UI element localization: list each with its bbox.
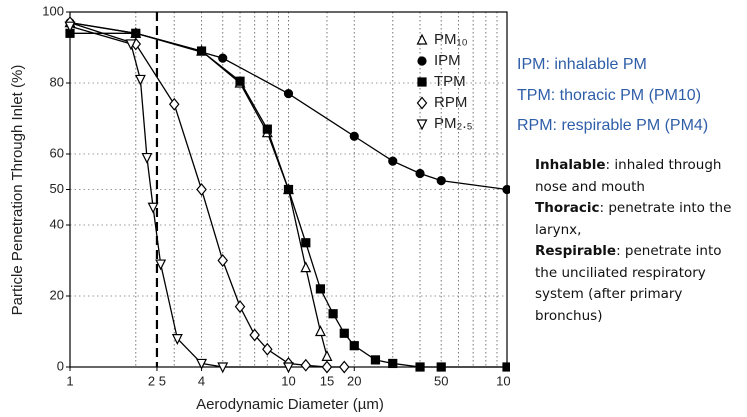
data-point	[249, 328, 260, 342]
x-tick-label: 4	[198, 373, 205, 388]
data-point	[415, 168, 425, 179]
chart: Aerodynamic Diameter (µm) Particle Penet…	[9, 3, 510, 413]
note-term: Inhalable	[535, 157, 606, 173]
definition: IPM: inhalable PM	[517, 56, 647, 73]
data-point	[502, 362, 510, 372]
legend-marker	[417, 77, 427, 87]
definition: TPM: thoracic PM (PM10)	[517, 86, 702, 104]
legend-label: RPM	[434, 94, 467, 111]
note-text: : penetrate into the larynx,	[535, 200, 732, 238]
series-line	[69, 25, 289, 368]
data-point	[196, 358, 208, 370]
x-tick-label: 10	[281, 373, 295, 388]
note-term: Thoracic	[535, 200, 600, 216]
y-tick-label: 80	[50, 74, 64, 89]
data-point	[147, 202, 159, 214]
data-point	[321, 360, 333, 374]
data-point	[328, 309, 338, 319]
data-point	[141, 152, 153, 164]
data-point	[388, 156, 398, 166]
data-point	[218, 53, 228, 63]
x-tick-label: 100	[496, 373, 510, 388]
series-line	[70, 32, 507, 368]
data-point	[64, 21, 76, 33]
x-tick-label: 50	[434, 373, 448, 388]
notes: Inhalable: inhaled through nose and mout…	[535, 155, 740, 327]
y-tick-label: 40	[50, 216, 64, 231]
definitions: IPM: inhalable PM TPM: thoracic PM (PM10…	[517, 50, 708, 142]
data-point	[217, 254, 229, 267]
data-point	[262, 124, 272, 134]
data-point	[196, 183, 207, 196]
note-text: : inhaled through nose and mouth	[535, 157, 722, 195]
data-point	[217, 362, 229, 374]
data-point	[235, 76, 245, 86]
x-tick-label: 2 5	[148, 373, 166, 388]
data-point	[262, 342, 273, 356]
data-point	[171, 334, 183, 345]
data-point	[234, 300, 246, 314]
data-point	[168, 97, 180, 111]
data-point	[349, 341, 359, 351]
data-point	[436, 176, 446, 186]
data-point	[196, 46, 207, 56]
data-point	[339, 328, 349, 338]
data-point	[300, 261, 312, 273]
legend-marker	[416, 33, 428, 45]
x-tick-label: 1	[66, 373, 73, 388]
x-tick-label: 20	[347, 373, 361, 388]
legend-marker	[417, 56, 427, 66]
x-tick-label: 15	[320, 373, 334, 388]
series-line	[69, 22, 345, 368]
legend-marker	[416, 119, 428, 131]
data-point	[301, 238, 311, 248]
data-point	[321, 350, 333, 361]
legend-label: IPM	[434, 52, 461, 69]
data-point	[283, 362, 294, 374]
data-point	[436, 362, 446, 372]
data-point	[125, 39, 137, 51]
definition: RPM: respirable PM (PM4)	[517, 117, 709, 134]
data-point	[388, 358, 398, 369]
data-point	[415, 362, 425, 372]
note-text: : penetrate into the unciliated respirat…	[535, 243, 722, 324]
data-point	[155, 259, 167, 271]
y-tick-label: 100	[42, 3, 64, 18]
data-point	[349, 131, 359, 141]
data-point	[134, 74, 146, 86]
legend-label: PM₁₀	[434, 31, 468, 48]
data-point	[339, 360, 350, 374]
legend-label: PM₂.₅	[434, 115, 473, 132]
y-tick-label: 60	[50, 145, 64, 160]
data-point	[131, 28, 141, 38]
y-tick-label: 0	[57, 358, 64, 373]
y-tick-label: 20	[50, 287, 64, 302]
legend-marker	[416, 96, 428, 110]
data-point	[300, 358, 312, 372]
y-tick-label: 50	[50, 181, 64, 196]
x-axis-label: Aerodynamic Diameter (µm)	[196, 396, 384, 413]
legend-label: TPM	[434, 73, 466, 90]
data-point	[314, 325, 326, 337]
note-term: Respirable	[535, 243, 617, 259]
data-point	[370, 355, 381, 365]
data-point	[315, 284, 326, 294]
data-point	[283, 184, 294, 195]
y-axis-label: Particle Penetration Through Inlet (%)	[9, 65, 26, 316]
data-point	[502, 184, 510, 195]
data-point	[283, 89, 294, 99]
